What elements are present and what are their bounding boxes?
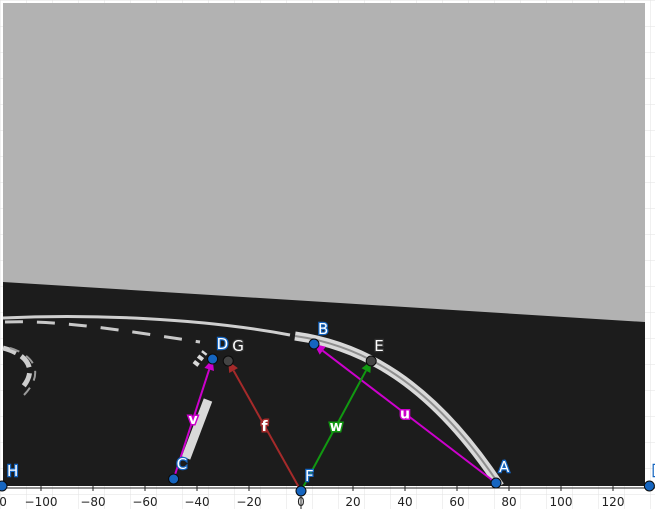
point-G[interactable]: G	[222, 336, 245, 367]
vector-v-line	[172, 369, 211, 480]
point-A-marker	[490, 477, 502, 489]
x-tick-label: −20	[236, 495, 261, 509]
point-C-label: C	[177, 455, 187, 473]
vector-f-label: f	[262, 419, 269, 435]
point-E-marker	[365, 355, 377, 367]
point-B-label: B	[318, 320, 328, 338]
point-D[interactable]: D	[207, 334, 229, 365]
vector-u-line	[322, 349, 497, 484]
x-tick-label: −100	[25, 495, 58, 509]
point-F-marker	[295, 485, 307, 497]
point-E-label: E	[374, 337, 383, 355]
x-tick-label: −80	[80, 495, 105, 509]
vector-w-label: w	[330, 419, 343, 435]
x-tick-label: 100	[550, 495, 573, 509]
point-H-marker	[0, 480, 8, 492]
vector-u[interactable]: u	[314, 344, 497, 484]
point-I-marker	[643, 480, 655, 492]
horizon-lane-line	[2, 315, 291, 337]
x-tick-label: 80	[501, 495, 516, 509]
point-G-label: G	[232, 337, 244, 355]
x-tick-label: 0	[297, 495, 305, 509]
point-B[interactable]: B	[308, 319, 330, 350]
point-D-label: D	[217, 335, 229, 353]
point-I[interactable]: I	[643, 461, 655, 492]
point-G-marker	[222, 355, 234, 367]
x-tick-label: 120	[602, 495, 625, 509]
right-lane-marking-edge	[294, 335, 501, 487]
vector-v[interactable]: v	[172, 359, 214, 480]
x-tick-label: −60	[132, 495, 157, 509]
point-F[interactable]: F	[295, 466, 315, 497]
point-I-label: I	[652, 462, 655, 480]
point-C[interactable]: C	[168, 454, 188, 485]
x-tick-label: 40	[397, 495, 412, 509]
point-H[interactable]: H	[0, 461, 20, 492]
vector-f-line	[232, 370, 302, 492]
point-D-marker	[207, 353, 219, 365]
point-A-label: A	[499, 458, 510, 476]
point-A[interactable]: A	[490, 457, 511, 489]
x-tick-label: 60	[449, 495, 464, 509]
point-C-marker	[168, 473, 180, 485]
x-tick-left-edge: 0	[0, 495, 7, 509]
x-axis: −100 −80 −60 −40 −20 0 20 40 60 80 100 120 0	[0, 486, 655, 509]
point-B-marker	[308, 338, 320, 350]
point-F-label: F	[305, 467, 314, 485]
point-H-label: H	[7, 462, 18, 480]
left-lane-marking-far	[192, 350, 208, 367]
left-lane-fragment	[2, 345, 33, 392]
vector-v-label: v	[189, 412, 198, 428]
left-lane-fragment-inner	[9, 347, 37, 396]
vector-u-label: u	[400, 407, 410, 423]
x-tick-label: −40	[184, 495, 209, 509]
road-image	[2, 3, 645, 489]
x-tick-label: 20	[345, 495, 360, 509]
vector-w[interactable]: w	[300, 361, 372, 492]
point-E[interactable]: E	[365, 336, 385, 367]
vector-w-line	[300, 370, 367, 492]
sky-area	[3, 3, 645, 322]
dashed-lane-line	[4, 320, 201, 344]
left-lane-marking	[181, 398, 213, 460]
